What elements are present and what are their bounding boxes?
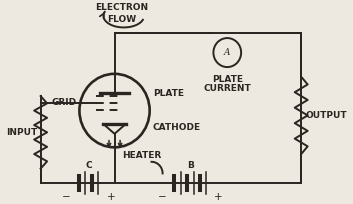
Text: PLATE: PLATE bbox=[153, 89, 184, 98]
Text: INPUT: INPUT bbox=[7, 128, 38, 137]
Text: PLATE: PLATE bbox=[212, 75, 243, 84]
Text: OUTPUT: OUTPUT bbox=[306, 111, 347, 120]
Text: B: B bbox=[187, 161, 194, 170]
Text: ELECTRON: ELECTRON bbox=[95, 3, 149, 12]
Text: A: A bbox=[224, 48, 231, 57]
Text: GRID: GRID bbox=[52, 98, 77, 107]
Text: C: C bbox=[85, 161, 92, 170]
Text: HEATER: HEATER bbox=[122, 151, 161, 160]
Text: −: − bbox=[62, 192, 71, 202]
Text: FLOW: FLOW bbox=[107, 14, 137, 24]
Text: CURRENT: CURRENT bbox=[203, 83, 251, 92]
Text: −: − bbox=[158, 192, 167, 202]
Text: +: + bbox=[107, 192, 115, 202]
Text: CATHODE: CATHODE bbox=[152, 123, 201, 132]
Text: +: + bbox=[214, 192, 222, 202]
